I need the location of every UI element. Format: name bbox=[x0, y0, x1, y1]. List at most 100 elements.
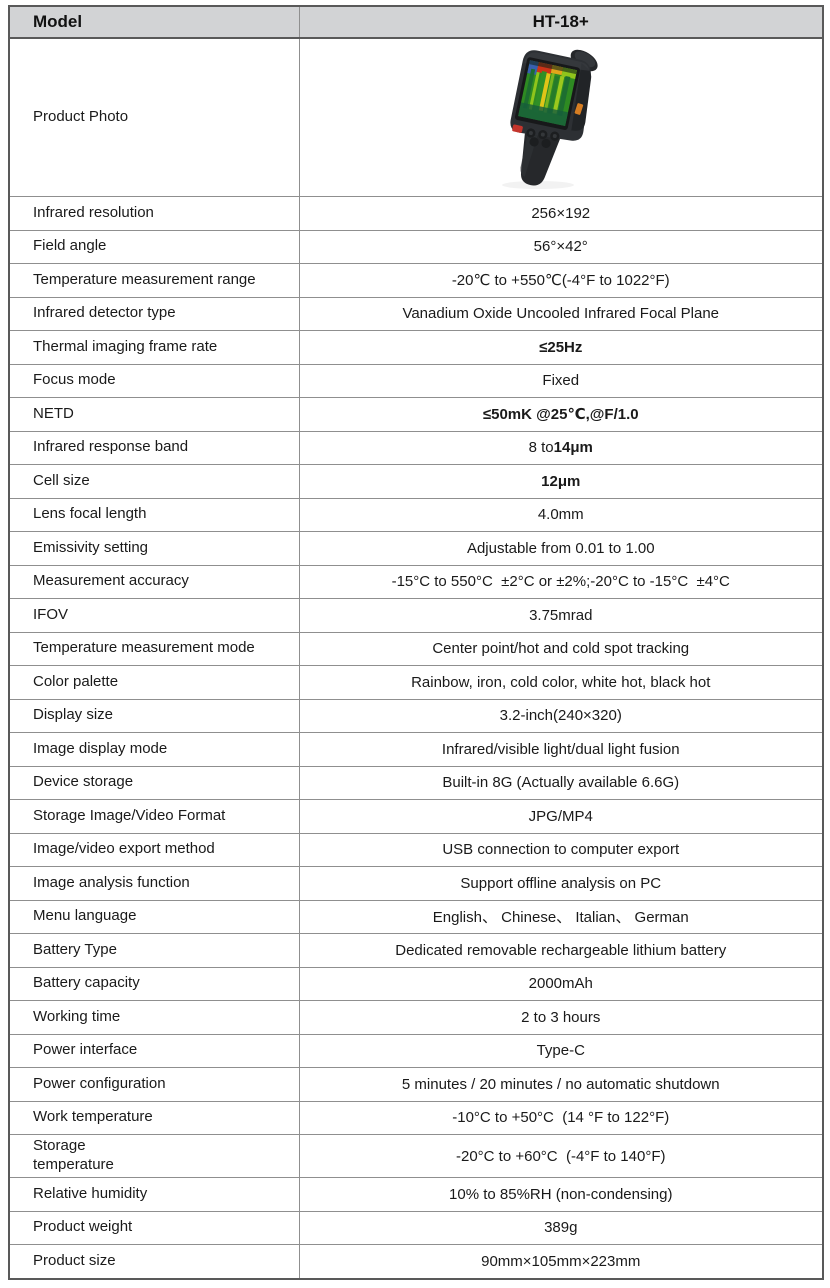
spec-label: Device storage bbox=[8, 765, 300, 800]
table-row: Relative humidity 10% to 85%RH (non-cond… bbox=[8, 1177, 824, 1212]
table-row: Temperature measurement mode Center poin… bbox=[8, 631, 824, 666]
spec-value: -15°C to 550°C ±2°C or ±2%;-20°C to -15°… bbox=[298, 564, 824, 599]
spec-table: Model HT-18+ Product Photo bbox=[8, 5, 824, 1280]
table-row: Display size 3.2-inch(240×320) bbox=[8, 698, 824, 733]
table-row: Image display mode Infrared/visible ligh… bbox=[8, 732, 824, 767]
spec-label: Lens focal length bbox=[8, 497, 300, 532]
table-row: Cell size 12μm bbox=[8, 464, 824, 499]
table-row: Emissivity setting Adjustable from 0.01 … bbox=[8, 531, 824, 566]
spec-label: Battery Type bbox=[8, 933, 300, 968]
table-row: Work temperature -10°C to +50°C (14 °F t… bbox=[8, 1100, 824, 1135]
table-row: IFOV 3.75mrad bbox=[8, 598, 824, 633]
spec-value: 4.0mm bbox=[298, 497, 824, 532]
spec-value: Adjustable from 0.01 to 1.00 bbox=[298, 531, 824, 566]
spec-value: 2 to 3 hours bbox=[298, 1000, 824, 1035]
spec-label: Storage temperature bbox=[8, 1134, 300, 1178]
spec-label: IFOV bbox=[8, 598, 300, 633]
table-row: Menu language English、 Chinese、 Italian、… bbox=[8, 899, 824, 934]
spec-value: 3.75mrad bbox=[298, 598, 824, 633]
table-row: Image analysis function Support offline … bbox=[8, 866, 824, 901]
table-row: NETD ≤50mK @25℃,@F/1.0 bbox=[8, 397, 824, 432]
spec-value: Built-in 8G (Actually available 6.6G) bbox=[298, 765, 824, 800]
spec-label: Image display mode bbox=[8, 732, 300, 767]
spec-label: Cell size bbox=[8, 464, 300, 499]
spec-label: Menu language bbox=[8, 899, 300, 934]
spec-value: 10% to 85%RH (non-condensing) bbox=[298, 1177, 824, 1212]
spec-label: Image analysis function bbox=[8, 866, 300, 901]
spec-value: 90mm×105mm×223mm bbox=[298, 1244, 824, 1279]
table-row: Image/video export method USB connection… bbox=[8, 832, 824, 867]
spec-value: -20℃ to +550℃(-4°F to 1022°F) bbox=[298, 263, 824, 298]
spec-label: Focus mode bbox=[8, 363, 300, 398]
table-header-row: Model HT-18+ bbox=[8, 5, 824, 39]
spec-label: Image/video export method bbox=[8, 832, 300, 867]
table-row: Temperature measurement range -20℃ to +5… bbox=[8, 263, 824, 298]
spec-value: 5 minutes / 20 minutes / no automatic sh… bbox=[298, 1067, 824, 1102]
spec-label: Infrared resolution bbox=[8, 196, 300, 231]
table-row: Working time 2 to 3 hours bbox=[8, 1000, 824, 1035]
spec-value: 2000mAh bbox=[298, 966, 824, 1001]
spec-label: Field angle bbox=[8, 229, 300, 264]
table-row: Storage Image/Video Format JPG/MP4 bbox=[8, 799, 824, 834]
spec-value: 3.2-inch(240×320) bbox=[298, 698, 824, 733]
spec-value: 8 to14μm bbox=[298, 430, 824, 465]
spec-label: Product weight bbox=[8, 1210, 300, 1245]
spec-value: Rainbow, iron, cold color, white hot, bl… bbox=[298, 665, 824, 700]
spec-value: ≤50mK @25℃,@F/1.0 bbox=[298, 397, 824, 432]
spec-label: NETD bbox=[8, 397, 300, 432]
spec-label: Color palette bbox=[8, 665, 300, 700]
photo-label: Product Photo bbox=[8, 37, 300, 197]
spec-value: -10°C to +50°C (14 °F to 122°F) bbox=[298, 1100, 824, 1135]
spec-label: Display size bbox=[8, 698, 300, 733]
spec-label: Temperature measurement range bbox=[8, 263, 300, 298]
spec-label: Emissivity setting bbox=[8, 531, 300, 566]
spec-label: Working time bbox=[8, 1000, 300, 1035]
table-row: Color palette Rainbow, iron, cold color,… bbox=[8, 665, 824, 700]
product-photo-row: Product Photo bbox=[8, 37, 824, 197]
spec-value: USB connection to computer export bbox=[298, 832, 824, 867]
table-row: Measurement accuracy -15°C to 550°C ±2°C… bbox=[8, 564, 824, 599]
table-row: Infrared detector type Vanadium Oxide Un… bbox=[8, 296, 824, 331]
spec-value: -20°C to +60°C (-4°F to 140°F) bbox=[298, 1134, 824, 1178]
table-row: Storage temperature -20°C to +60°C (-4°F… bbox=[8, 1134, 824, 1178]
table-row: Infrared resolution 256×192 bbox=[8, 196, 824, 231]
table-row: Infrared response band 8 to14μm bbox=[8, 430, 824, 465]
photo-cell bbox=[298, 37, 824, 197]
table-row: Product weight 389g bbox=[8, 1210, 824, 1245]
spec-value: 389g bbox=[298, 1210, 824, 1245]
model-header-cell: Model bbox=[8, 5, 300, 39]
thermal-camera-photo bbox=[501, 49, 598, 189]
spec-label: Thermal imaging frame rate bbox=[8, 330, 300, 365]
spec-value: ≤25Hz bbox=[298, 330, 824, 365]
spec-label: Temperature measurement mode bbox=[8, 631, 300, 666]
spec-label: Product size bbox=[8, 1244, 300, 1279]
table-row: Focus mode Fixed bbox=[8, 363, 824, 398]
spec-value: Fixed bbox=[298, 363, 824, 398]
spec-label: Storage Image/Video Format bbox=[8, 799, 300, 834]
spec-label: Power configuration bbox=[8, 1067, 300, 1102]
spec-value: 12μm bbox=[298, 464, 824, 499]
table-row: Product size 90mm×105mm×223mm bbox=[8, 1244, 824, 1279]
spec-value: Support offline analysis on PC bbox=[298, 866, 824, 901]
spec-label: Power interface bbox=[8, 1033, 300, 1068]
spec-value: Dedicated removable rechargeable lithium… bbox=[298, 933, 824, 968]
table-row: Device storage Built-in 8G (Actually ava… bbox=[8, 765, 824, 800]
spec-value: 56°×42° bbox=[298, 229, 824, 264]
table-row: Field angle 56°×42° bbox=[8, 229, 824, 264]
spec-label: Relative humidity bbox=[8, 1177, 300, 1212]
spec-label: Measurement accuracy bbox=[8, 564, 300, 599]
spec-value: 256×192 bbox=[298, 196, 824, 231]
spec-label: Infrared detector type bbox=[8, 296, 300, 331]
spec-value: Center point/hot and cold spot tracking bbox=[298, 631, 824, 666]
model-name-cell: HT-18+ bbox=[298, 5, 824, 39]
spec-value: Type-C bbox=[298, 1033, 824, 1068]
spec-label: Infrared response band bbox=[8, 430, 300, 465]
table-row: Lens focal length 4.0mm bbox=[8, 497, 824, 532]
table-row: Power configuration 5 minutes / 20 minut… bbox=[8, 1067, 824, 1102]
spec-value: English、 Chinese、 Italian、 German bbox=[298, 899, 824, 934]
spec-value: Infrared/visible light/dual light fusion bbox=[298, 732, 824, 767]
table-row: Battery Type Dedicated removable recharg… bbox=[8, 933, 824, 968]
spec-label: Work temperature bbox=[8, 1100, 300, 1135]
spec-label: Battery capacity bbox=[8, 966, 300, 1001]
